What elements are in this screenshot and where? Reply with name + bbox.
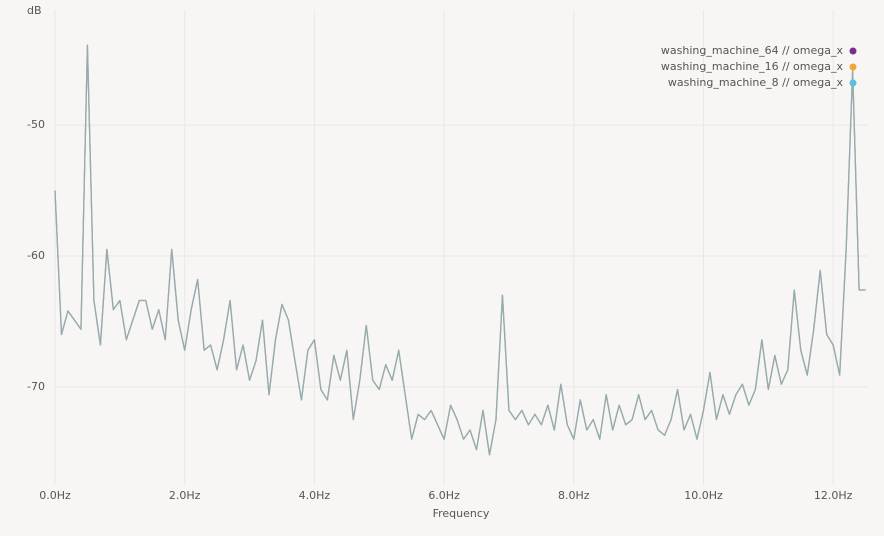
legend-label: washing_machine_8 // omega_x <box>668 76 844 89</box>
legend-label: washing_machine_16 // omega_x <box>661 60 844 73</box>
x-tick-label: 0.0Hz <box>39 489 71 502</box>
legend-marker <box>849 63 857 71</box>
x-tick-label: 4.0Hz <box>299 489 331 502</box>
x-tick-label: 12.0Hz <box>814 489 853 502</box>
x-tick-label: 6.0Hz <box>428 489 460 502</box>
y-tick-label: -70 <box>27 380 45 393</box>
legend-marker <box>849 47 857 55</box>
y-axis-label: dB <box>27 4 42 17</box>
x-axis-label: Frequency <box>433 507 490 520</box>
legend-marker <box>849 79 857 87</box>
x-tick-label: 2.0Hz <box>169 489 201 502</box>
series-line <box>54 44 866 456</box>
legend-label: washing_machine_64 // omega_x <box>661 44 844 57</box>
y-tick-label: -60 <box>27 249 45 262</box>
x-tick-label: 8.0Hz <box>558 489 590 502</box>
y-tick-label: -50 <box>27 118 45 131</box>
x-tick-label: 10.0Hz <box>684 489 723 502</box>
